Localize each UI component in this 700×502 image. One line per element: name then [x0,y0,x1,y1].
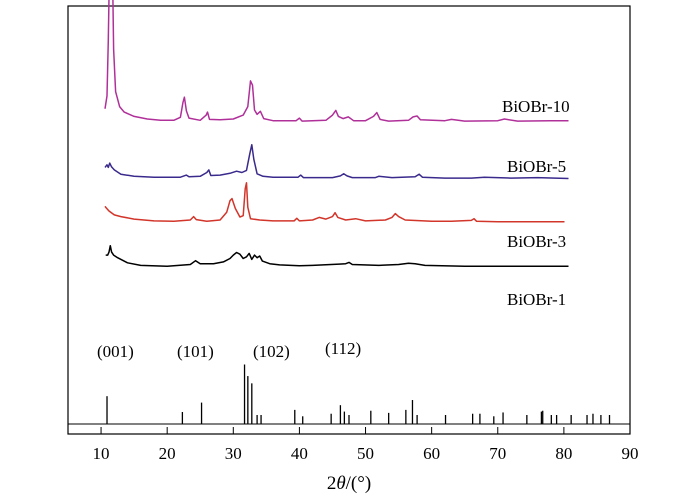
annotation-102: (102) [253,342,290,361]
x-tick-label-90: 90 [622,444,639,463]
x-axis-title-variable: θ [336,473,345,494]
x-tick-label-70: 70 [489,444,506,463]
series-line-biobr-1 [105,244,569,267]
series-label-biobr-10: BiOBr-10 [502,97,570,116]
series-label-biobr-3: BiOBr-3 [507,232,566,251]
annotation-001: (001) [97,342,134,361]
x-axis-title-prefix: 2 [327,473,337,494]
series-group [104,0,569,267]
series-line-biobr-5 [104,143,569,180]
series-line-biobr-3 [104,182,565,223]
series-label-biobr-5: BiOBr-5 [507,157,566,176]
x-tick-label-60: 60 [423,444,440,463]
annotation-101: (101) [177,342,214,361]
x-tick-label-40: 40 [291,444,308,463]
x-tick-label-10: 10 [93,444,110,463]
x-tick-label-80: 80 [555,444,572,463]
x-tick-label-50: 50 [357,444,374,463]
x-tick-label-30: 30 [225,444,242,463]
annotation-112: (112) [325,339,361,358]
x-tick-label-20: 20 [159,444,176,463]
reference-pattern [106,364,611,424]
x-axis-title: 2θ/(°) [327,473,371,494]
plot-frame [67,5,631,435]
series-line-biobr-10 [104,0,569,122]
x-axis-title-suffix: /(°) [346,473,372,494]
x-axis-ticks: 10 20 30 40 50 60 70 80 90 [93,427,639,463]
series-label-biobr-1: BiOBr-1 [507,290,566,309]
